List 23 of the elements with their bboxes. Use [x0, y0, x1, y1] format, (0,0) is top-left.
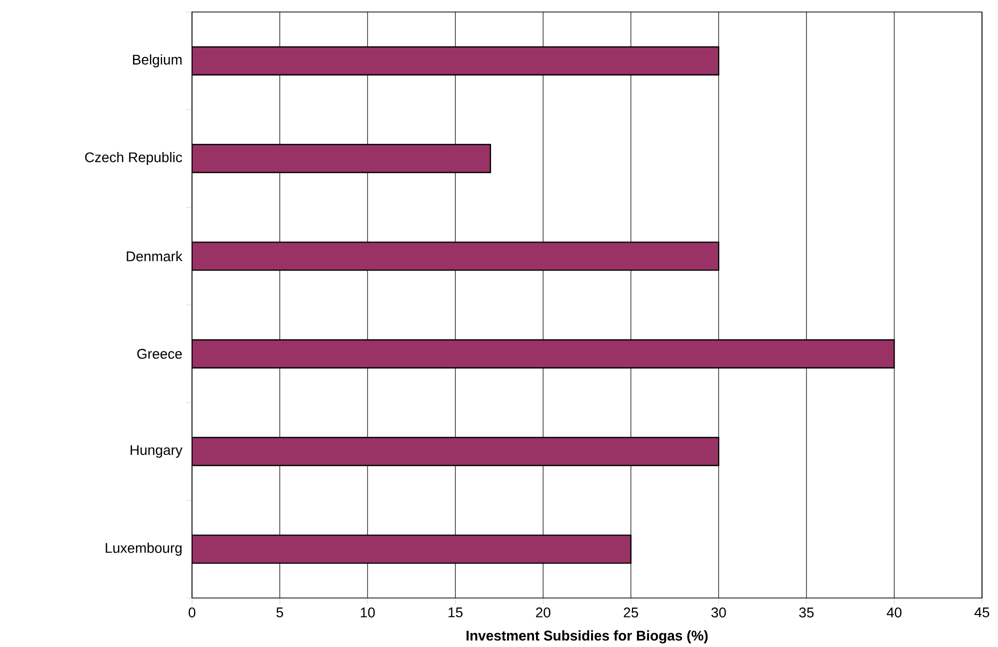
- bar: [192, 46, 720, 76]
- x-tick-label: 35: [799, 608, 814, 618]
- x-tick-label: 45: [974, 608, 990, 618]
- x-tick-label: 30: [711, 608, 726, 618]
- x-tick-label: 40: [886, 608, 902, 618]
- y-tick-label: Denmark: [126, 251, 182, 262]
- bar: [192, 534, 632, 564]
- bar: [192, 144, 492, 174]
- y-tick-label: Hungary: [130, 445, 182, 458]
- x-tick-label: 0: [188, 608, 196, 618]
- x-tick-label: 10: [360, 608, 375, 618]
- bar: [192, 339, 895, 369]
- bar: [192, 242, 720, 271]
- x-axis-title: Investment Subsidies for Biogas (%): [466, 630, 708, 644]
- x-tick-label: 15: [448, 608, 463, 618]
- x-tick-label: 25: [624, 608, 638, 618]
- y-tick-label: Greece: [137, 348, 182, 359]
- x-tick-label: 5: [276, 608, 284, 618]
- y-tick-label: Luxembourg: [106, 542, 182, 556]
- y-tick-label: Czech Republic: [85, 152, 182, 166]
- x-tick-label: 20: [536, 608, 550, 618]
- y-tick-label: Belgium: [133, 54, 182, 68]
- bar: [192, 437, 720, 466]
